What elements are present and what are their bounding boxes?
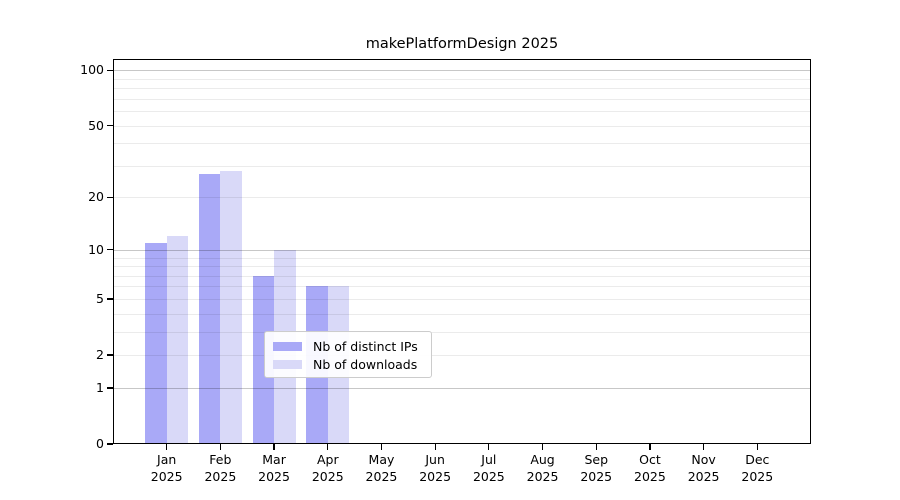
y-tick-label: 100	[80, 62, 104, 78]
x-tick-label: Jan 2025	[150, 452, 183, 484]
legend-label: Nb of distinct IPs	[313, 338, 418, 354]
gridline-major	[113, 70, 811, 72]
gridline-major	[113, 249, 811, 251]
gridline-minor	[113, 331, 811, 333]
x-tick-label: Jun 2025	[419, 452, 452, 484]
x-tick-mark	[327, 444, 329, 450]
y-tick-mark	[106, 443, 113, 445]
bar	[166, 236, 189, 444]
gridline-minor	[113, 275, 811, 277]
gridline-minor	[113, 125, 811, 127]
legend-swatch	[273, 341, 302, 351]
y-tick-mark	[106, 387, 113, 389]
gridline-minor	[113, 143, 811, 145]
x-tick-label: May 2025	[365, 452, 398, 484]
y-tick-label: 10	[88, 241, 104, 257]
bar	[252, 275, 275, 444]
x-tick-label: Nov 2025	[687, 452, 720, 484]
gridline-minor	[113, 78, 811, 80]
y-tick-label: 20	[88, 189, 104, 205]
x-tick-mark	[380, 444, 383, 450]
x-tick-label: Feb 2025	[204, 452, 237, 484]
y-tick-label: 50	[88, 117, 104, 133]
gridline-minor	[113, 355, 811, 357]
y-tick-label: 1	[96, 379, 104, 395]
plot-area	[113, 59, 811, 444]
gridline-minor	[113, 98, 811, 100]
gridline-major	[113, 387, 811, 389]
x-tick-label: Sep 2025	[580, 452, 613, 484]
y-tick-mark	[106, 249, 113, 251]
gridline-minor	[113, 286, 811, 288]
x-tick-label: Jul 2025	[472, 452, 505, 484]
gridline-minor	[113, 111, 811, 113]
x-tick-mark	[488, 444, 490, 450]
gridline-minor	[113, 165, 811, 167]
chart-title: makePlatformDesign 2025	[365, 36, 559, 52]
y-tick-label: 5	[96, 290, 104, 306]
x-tick-mark	[756, 444, 758, 450]
legend: Nb of distinct IPs Nb of downloads	[264, 331, 432, 378]
y-tick-label: 2	[96, 347, 104, 363]
x-tick-label: Apr 2025	[311, 452, 344, 484]
x-tick-mark	[702, 444, 705, 450]
legend-swatch	[273, 359, 302, 369]
x-tick-mark	[649, 444, 651, 450]
x-tick-label: Aug 2025	[526, 452, 559, 484]
x-tick-mark	[595, 444, 597, 450]
gridline-minor	[113, 257, 811, 259]
gridline-minor	[113, 266, 811, 268]
legend-item: Nb of downloads	[265, 355, 431, 373]
x-tick-mark	[166, 444, 168, 450]
x-tick-mark	[219, 444, 222, 450]
x-tick-mark	[273, 444, 275, 450]
x-tick-label: Oct 2025	[634, 452, 666, 484]
y-tick-mark	[106, 124, 113, 127]
legend-item: Nb of distinct IPs	[265, 337, 431, 355]
x-tick-label: Mar 2025	[258, 452, 290, 484]
y-tick-mark	[106, 354, 113, 356]
bar	[220, 171, 242, 444]
gridline-minor	[113, 313, 811, 315]
gridline-minor	[113, 88, 811, 90]
y-tick-mark	[106, 69, 113, 71]
bar	[145, 242, 167, 444]
x-tick-mark	[541, 444, 544, 450]
x-tick-label: Dec 2025	[741, 452, 774, 484]
x-tick-mark	[434, 444, 436, 450]
gridline-minor	[113, 197, 811, 199]
gridline-minor	[113, 298, 811, 300]
bar	[198, 174, 221, 444]
y-tick-mark	[106, 196, 113, 199]
legend-label: Nb of downloads	[313, 356, 418, 372]
y-tick-mark	[106, 298, 113, 300]
y-tick-label: 0	[96, 436, 104, 451]
